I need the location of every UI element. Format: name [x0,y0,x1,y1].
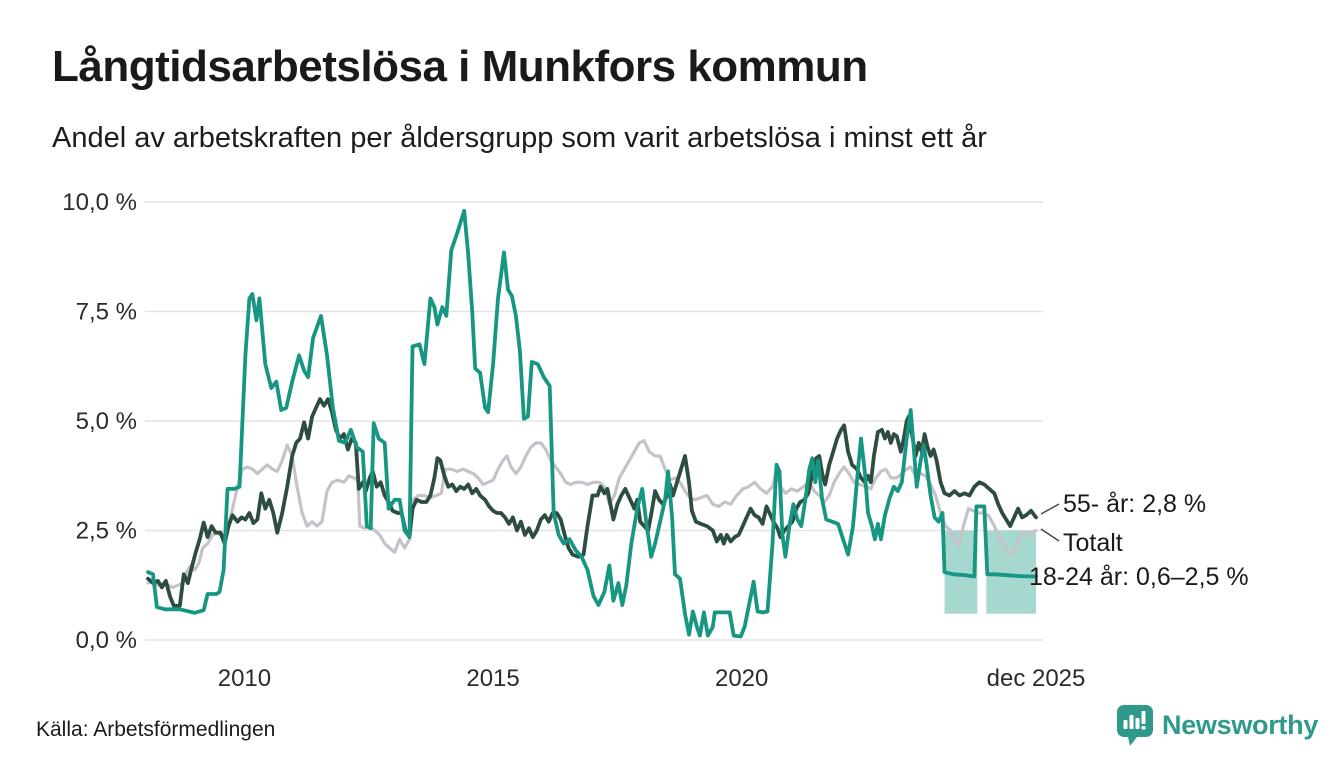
source-note: Källa: Arbetsförmedlingen [36,718,276,741]
uncertainty-band [986,530,1037,614]
annotation-connector [1040,503,1060,515]
series-line-18-24 [146,208,1038,639]
y-tick-label: 10,0 % [62,189,137,216]
x-tick-label: 2020 [715,665,768,692]
annotation-18-24: 18-24 år: 0,6–2,5 % [1029,563,1249,591]
page-title: Långtidsarbetslösa i Munkfors kommun [52,42,868,91]
y-tick-label: 2,5 % [76,518,137,545]
annotation-connector [1040,528,1060,542]
newsworthy-wordmark: Newsworthy [1162,709,1319,740]
newsworthy-logo: Newsworthy [1116,704,1318,746]
annotation-totalt: Totalt [1063,529,1123,557]
series-line-55-plus [146,397,1038,608]
y-tick-label: 5,0 % [76,408,137,435]
x-tick-label: 2015 [466,665,519,692]
series-line-totalt [146,439,1038,590]
x-tick-label: 2010 [218,665,271,692]
y-tick-label: 0,0 % [76,627,137,654]
page-subtitle: Andel av arbetskraften per åldersgrupp s… [52,122,987,154]
x-tick-label: dec 2025 [987,665,1086,692]
y-tick-label: 7,5 % [76,299,137,326]
annotation-55-plus: 55- år: 2,8 % [1063,490,1207,518]
newsworthy-icon [1117,705,1153,746]
